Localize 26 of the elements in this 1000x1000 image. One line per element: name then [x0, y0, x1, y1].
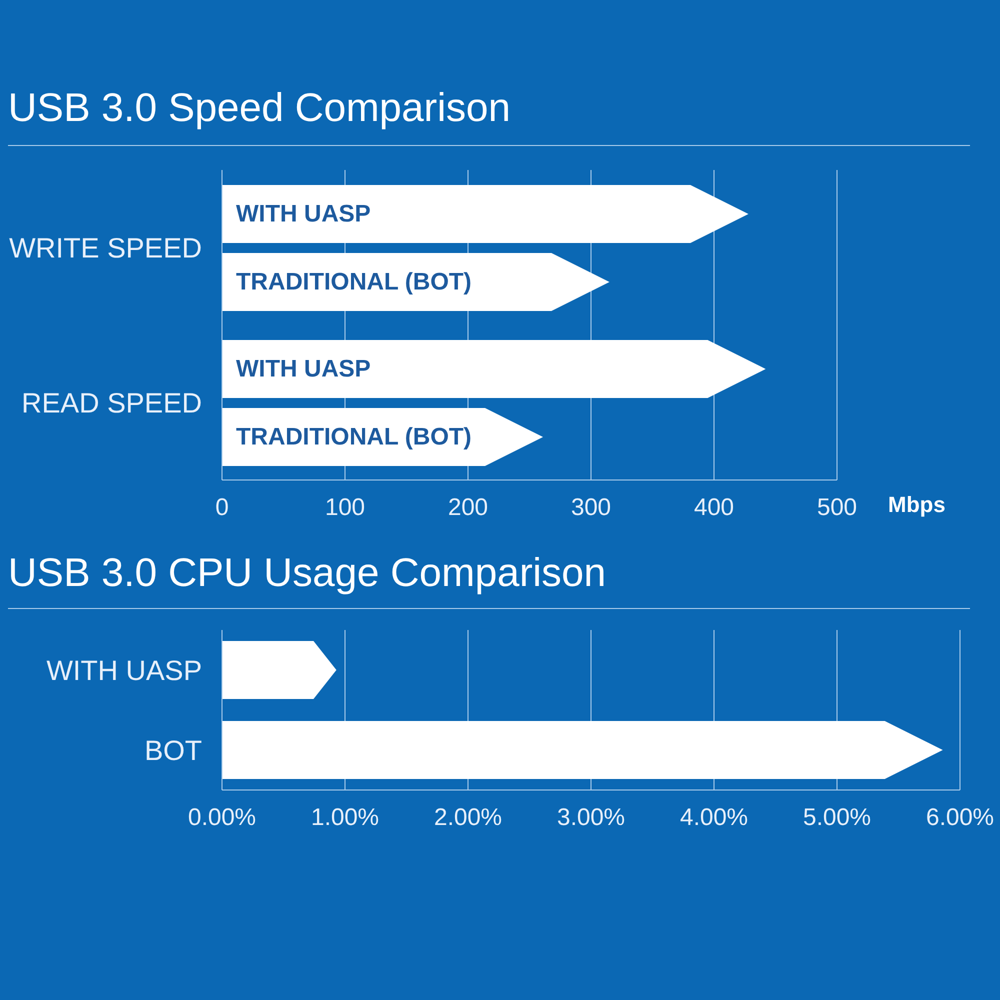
- y-tick-label: WRITE SPEED: [9, 232, 202, 264]
- x-tick-label: 0.00%: [188, 804, 256, 832]
- y-tick-label: WITH UASP: [46, 654, 202, 686]
- x-axis-title: Mbps: [888, 492, 946, 518]
- chart-title: USB 3.0 Speed Comparison: [8, 85, 510, 132]
- x-tick-label: 6.00%: [926, 804, 994, 832]
- x-tick-label: 4.00%: [680, 804, 748, 832]
- text: WITH UASP: [236, 356, 371, 382]
- x-tick-label: 1.00%: [310, 804, 380, 832]
- series-label: WITH UASP: [236, 200, 371, 228]
- bar: [222, 185, 748, 243]
- text: TRADITIONAL (BOT): [236, 424, 472, 450]
- x-tick-label: 2.00%: [434, 804, 502, 832]
- y-tick-label: BOT: [144, 734, 202, 766]
- chart-title: USB 3.0 CPU Usage Comparison: [8, 550, 606, 597]
- bar: [222, 340, 766, 398]
- y-tick-label: READ SPEED: [22, 387, 202, 418]
- x-tick-label: 300: [570, 494, 612, 522]
- x-tick-label: 100: [324, 494, 366, 522]
- x-tick-label: 200: [448, 494, 488, 522]
- x-tick-label: 500: [816, 494, 858, 522]
- x-tick-label: 3.00%: [556, 804, 626, 832]
- x-tick-label: 5.00%: [802, 804, 872, 832]
- series-label: TRADITIONAL (BOT): [236, 268, 472, 296]
- x-tick-label: 0: [215, 494, 229, 522]
- x-tick-label: 400: [694, 494, 734, 522]
